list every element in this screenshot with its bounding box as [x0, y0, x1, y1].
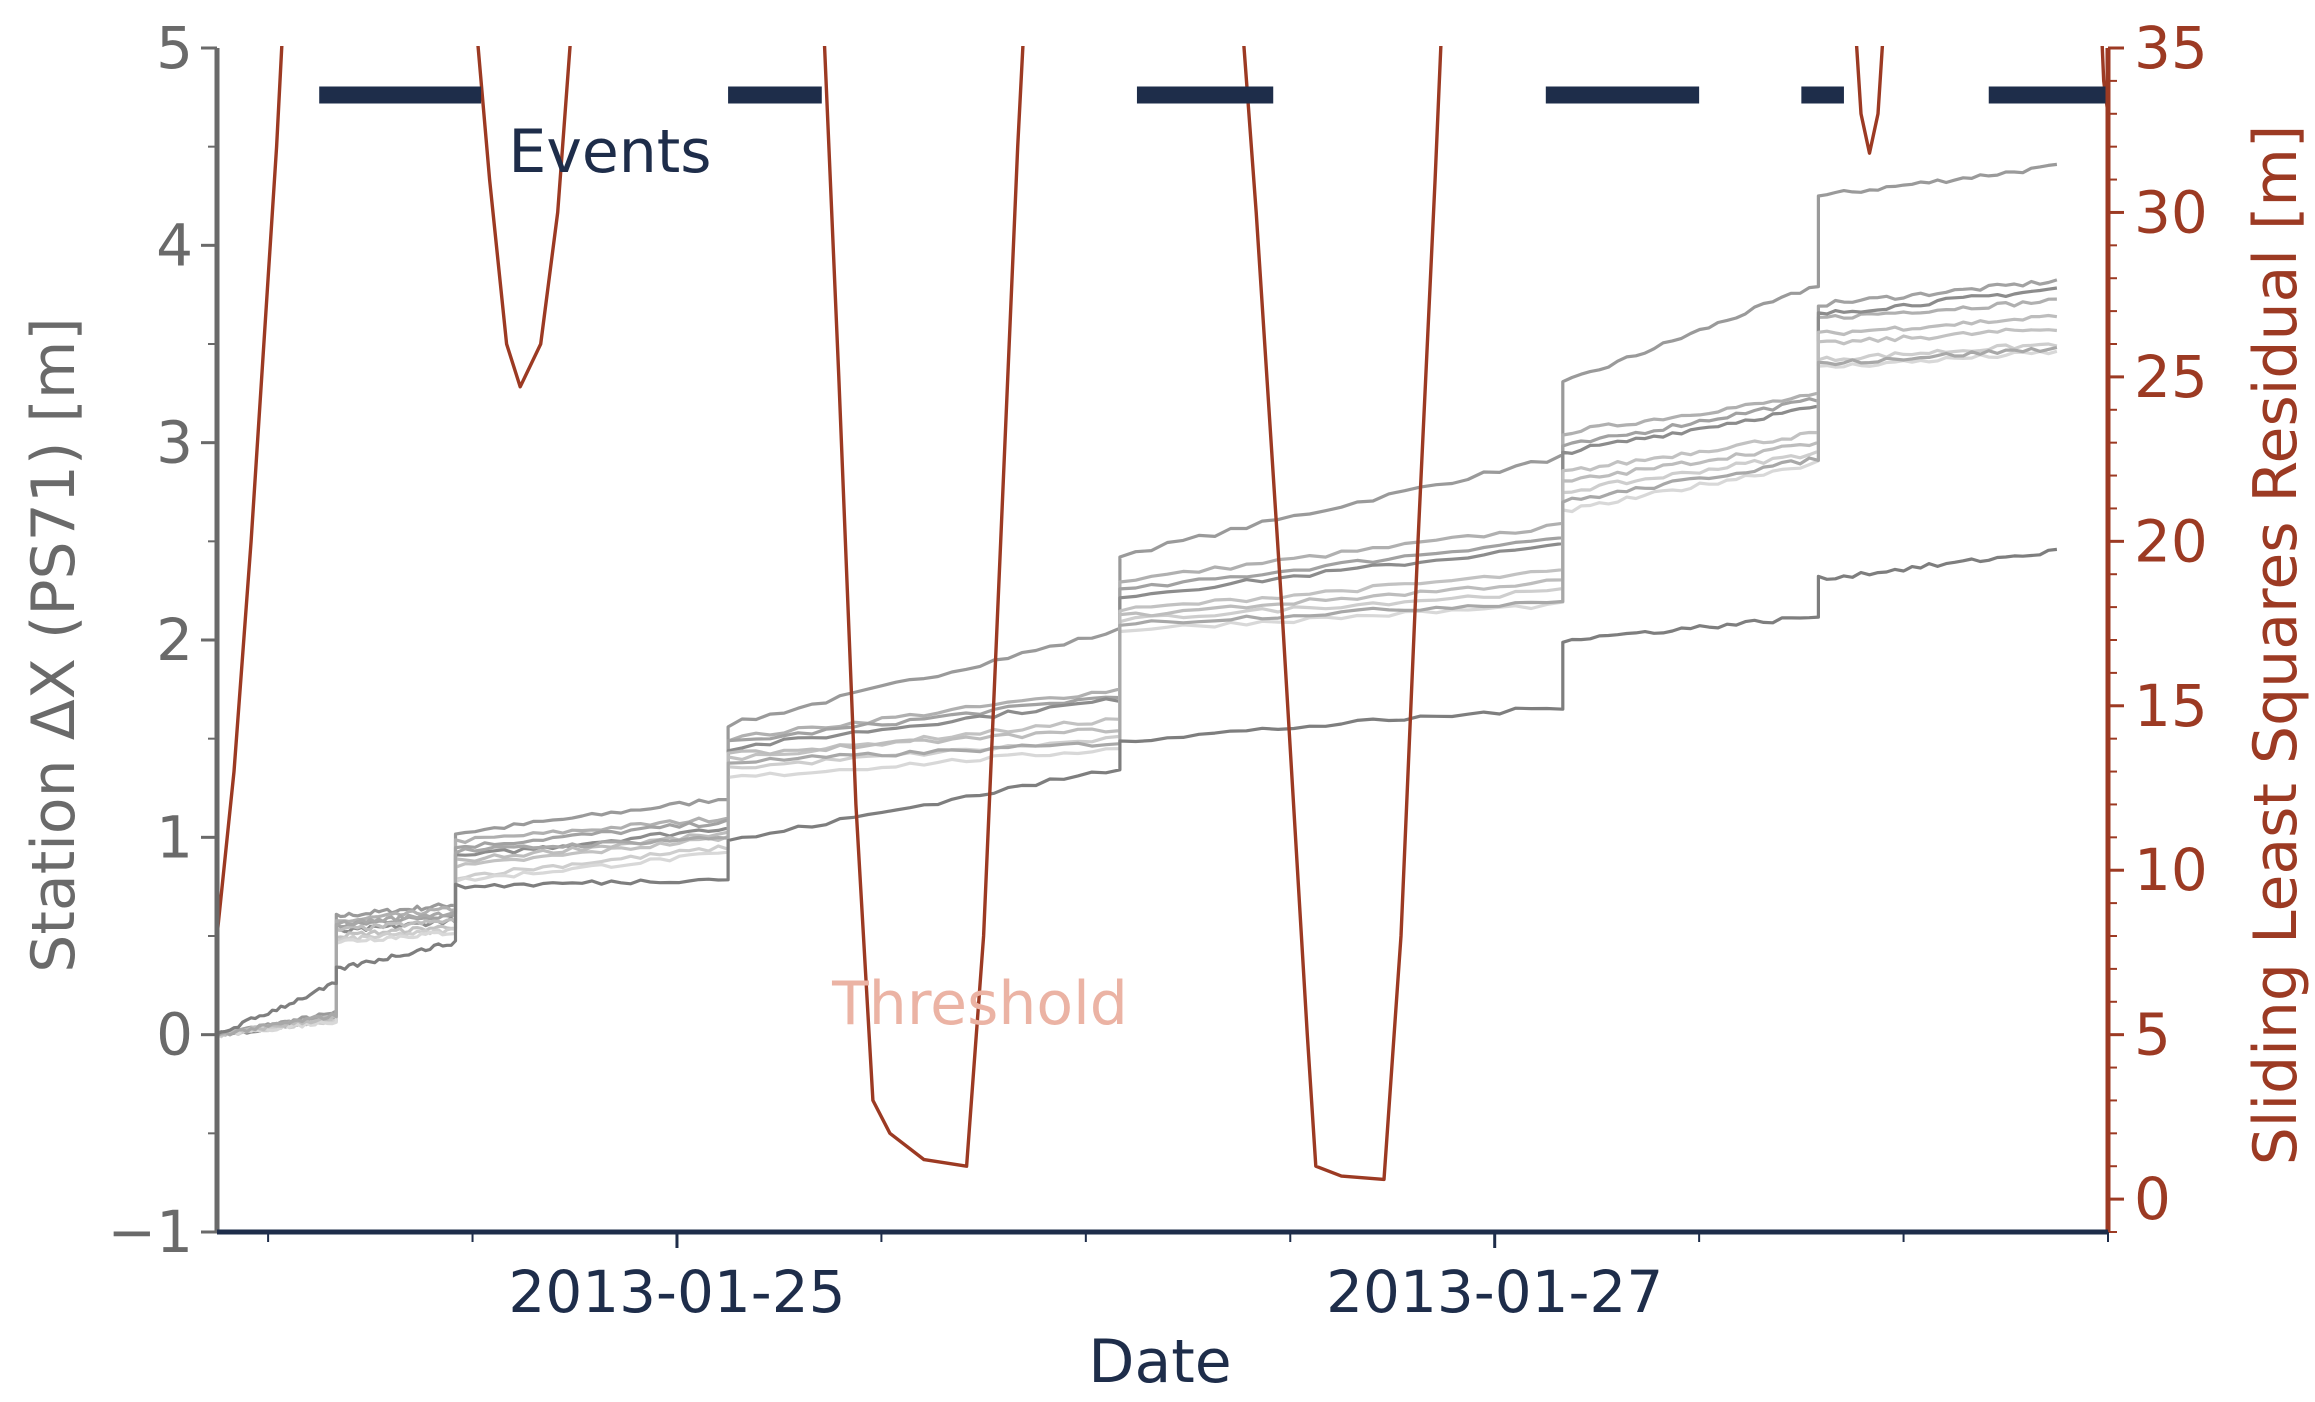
- station-series-5: [217, 327, 2058, 1039]
- station-series-1: [217, 162, 2058, 1039]
- threshold-label: Threshold: [831, 969, 1128, 1039]
- y-right-tick-label: 35: [2134, 14, 2208, 82]
- events-label: Events: [508, 117, 711, 187]
- y-axis-right-title: Sliding Least Squares Residual [m]: [2241, 125, 2311, 1166]
- y-right-tick-label: 25: [2134, 343, 2208, 411]
- station-series-6: [217, 342, 2058, 1037]
- y-left-tick-label: 5: [156, 14, 193, 82]
- station-series-3: [217, 278, 2058, 1038]
- y-left-tick-label: −1: [108, 1198, 194, 1266]
- axes-layer: −1 0 1 2 3 4 5 0 5 10 15 20 25 30 35 2013-01-25 2013-01-…: [108, 14, 2208, 1326]
- y-right-tick-label: 0: [2134, 1165, 2171, 1233]
- y-axis-left-title: Station ΔX (PS71) [m]: [19, 317, 89, 972]
- y-left-tick-label: 4: [156, 211, 193, 279]
- station-series-8: [217, 313, 2058, 1037]
- y-right-tick-label: 10: [2134, 836, 2208, 904]
- x-axis-title: Date: [1088, 1327, 1231, 1397]
- y-right-tick-label: 30: [2134, 178, 2208, 246]
- y-right-tick-label: 5: [2134, 1001, 2171, 1069]
- station-series-10: [217, 547, 2058, 1036]
- series-layer: [217, 162, 2058, 1039]
- y-left-tick-label: 3: [156, 409, 193, 477]
- station-series-7: [217, 349, 2058, 1038]
- x-tick-label: 2013-01-25: [508, 1258, 845, 1326]
- x-tick-label: 2013-01-27: [1326, 1258, 1663, 1326]
- station-series-9: [217, 345, 2058, 1038]
- station-series-2: [217, 297, 2057, 1037]
- residual-layer: [217, 46, 2108, 1182]
- y-left-tick-label: 2: [156, 606, 193, 674]
- y-left-tick-label: 1: [156, 803, 193, 871]
- residual-line: [217, 46, 2108, 1182]
- y-right-tick-label: 20: [2134, 507, 2208, 575]
- y-left-tick-label: 0: [156, 1001, 193, 1069]
- y-right-tick-label: 15: [2134, 672, 2208, 740]
